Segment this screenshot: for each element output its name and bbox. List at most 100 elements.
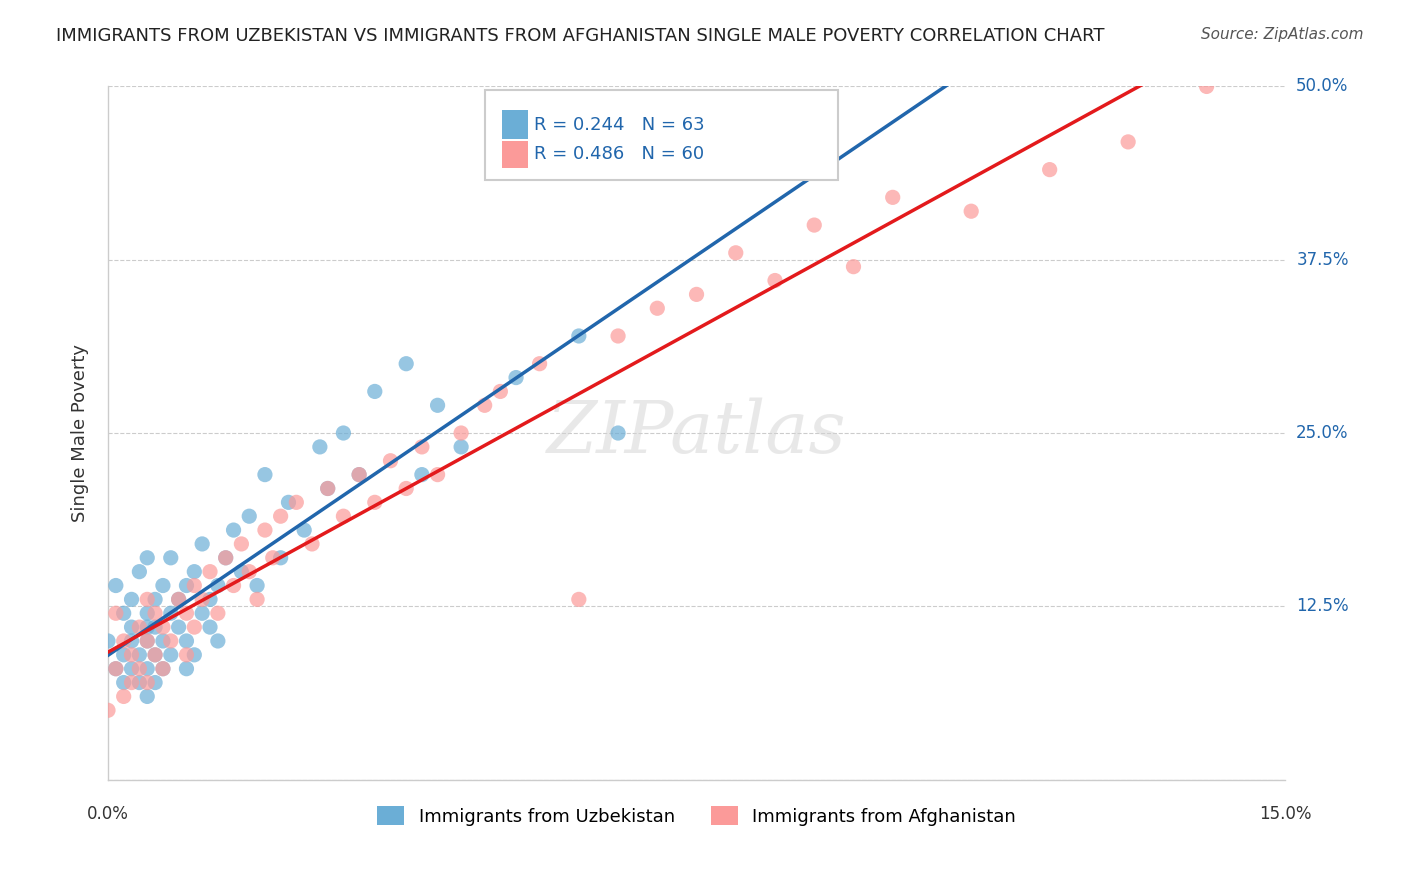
Text: 0.0%: 0.0% [87, 805, 129, 822]
Point [222, 523, 245, 537]
Point [270, 509, 292, 524]
Point [104, 662, 127, 676]
Point [198, 592, 221, 607]
Point [882, 190, 904, 204]
Point [803, 218, 825, 232]
Point [474, 398, 496, 412]
Point [121, 648, 143, 662]
Point [316, 482, 339, 496]
Point [176, 634, 198, 648]
Point [529, 357, 551, 371]
Point [183, 565, 205, 579]
Text: IMMIGRANTS FROM UZBEKISTAN VS IMMIGRANTS FROM AFGHANISTAN SINGLE MALE POVERTY CO: IMMIGRANTS FROM UZBEKISTAN VS IMMIGRANTS… [56, 27, 1105, 45]
Point [152, 620, 174, 634]
Point [191, 607, 214, 621]
Point [152, 634, 174, 648]
Point [104, 662, 127, 676]
Point [763, 273, 786, 287]
Point [104, 578, 127, 592]
Legend: Immigrants from Uzbekistan, Immigrants from Afghanistan: Immigrants from Uzbekistan, Immigrants f… [370, 799, 1024, 833]
Point [152, 578, 174, 592]
Point [136, 607, 159, 621]
Point [1195, 79, 1218, 94]
Point [316, 482, 339, 496]
Point [426, 467, 449, 482]
Point [238, 509, 260, 524]
Point [152, 662, 174, 676]
Point [136, 690, 159, 704]
Point [395, 482, 418, 496]
Point [215, 550, 238, 565]
Text: 50.0%: 50.0% [1296, 78, 1348, 95]
Point [246, 578, 269, 592]
Point [152, 662, 174, 676]
Point [450, 440, 472, 454]
Point [121, 592, 143, 607]
Point [426, 398, 449, 412]
Point [277, 495, 299, 509]
Point [364, 495, 387, 509]
Point [176, 578, 198, 592]
Point [253, 523, 276, 537]
Text: R = 0.486   N = 60: R = 0.486 N = 60 [534, 145, 704, 163]
Text: 12.5%: 12.5% [1296, 598, 1348, 615]
Point [136, 634, 159, 648]
Point [231, 565, 253, 579]
Point [309, 440, 332, 454]
Point [143, 648, 166, 662]
Text: R = 0.244   N = 63: R = 0.244 N = 63 [534, 116, 704, 134]
Point [347, 467, 370, 482]
Point [262, 550, 284, 565]
Point [607, 329, 630, 343]
Point [301, 537, 323, 551]
Point [104, 607, 127, 621]
Point [128, 662, 150, 676]
Point [167, 592, 190, 607]
Point [136, 675, 159, 690]
Point [395, 357, 418, 371]
Point [270, 550, 292, 565]
FancyBboxPatch shape [485, 90, 838, 180]
Point [411, 440, 433, 454]
Point [136, 620, 159, 634]
Point [960, 204, 983, 219]
Point [136, 592, 159, 607]
Point [159, 607, 181, 621]
Point [191, 537, 214, 551]
Text: 25.0%: 25.0% [1296, 424, 1348, 442]
Point [450, 425, 472, 440]
Point [411, 467, 433, 482]
Point [112, 634, 135, 648]
Point [112, 675, 135, 690]
Point [136, 662, 159, 676]
Point [143, 675, 166, 690]
Point [1116, 135, 1139, 149]
Point [121, 675, 143, 690]
Point [183, 648, 205, 662]
Point [215, 550, 238, 565]
Point [112, 607, 135, 621]
Point [842, 260, 865, 274]
Point [159, 648, 181, 662]
Point [332, 509, 354, 524]
Point [97, 634, 120, 648]
Point [121, 662, 143, 676]
Point [159, 634, 181, 648]
Point [112, 690, 135, 704]
Point [207, 607, 229, 621]
Point [136, 634, 159, 648]
Point [143, 607, 166, 621]
Point [685, 287, 707, 301]
Point [176, 648, 198, 662]
Point [724, 245, 747, 260]
Point [143, 592, 166, 607]
Point [253, 467, 276, 482]
Point [1039, 162, 1062, 177]
Point [128, 565, 150, 579]
Point [207, 634, 229, 648]
Point [121, 634, 143, 648]
Y-axis label: Single Male Poverty: Single Male Poverty [72, 344, 89, 522]
Point [128, 620, 150, 634]
Text: 15.0%: 15.0% [1258, 805, 1312, 822]
Point [183, 620, 205, 634]
